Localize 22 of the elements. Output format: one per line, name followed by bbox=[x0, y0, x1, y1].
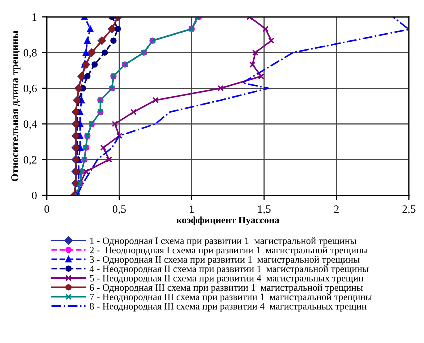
legend-label: 5 - Неоднородная II схема при развитии 4 магистральных трещин bbox=[90, 275, 364, 284]
x-tick-label: 0,5 bbox=[112, 206, 126, 215]
x-tick-label: 0 bbox=[44, 206, 50, 214]
y-tick-label: 0,6 bbox=[24, 84, 38, 94]
x-tick-label: 2,5 bbox=[402, 206, 416, 215]
legend-label: 8 - Неоднородная III схема при развитии 4 магистральных трещин bbox=[90, 303, 367, 312]
y-tick-label: 0,2 bbox=[24, 156, 37, 166]
x-axis-title: коэффициент Пуассона bbox=[176, 216, 280, 226]
y-tick-label: 1 bbox=[32, 14, 37, 22]
x-tick-label: 1,5 bbox=[258, 206, 271, 215]
x-tick-label: 2 bbox=[334, 206, 339, 213]
legend-label: 3 - Однородная II схема при развитии 1 магистральной трещины bbox=[90, 256, 360, 265]
x-tick-label: 1 bbox=[190, 206, 194, 213]
legend-label: 4 - Неоднородная II схема при развитии 1 магистральной трещины bbox=[90, 266, 369, 274]
y-tick-label: 0,8 bbox=[24, 49, 37, 58]
legend-label: 7 - Неоднородная III схема при развитии 1 магистральной трещины bbox=[90, 294, 372, 302]
y-tick-label: 0,4 bbox=[24, 120, 38, 130]
y-tick-label: 0 bbox=[32, 192, 37, 200]
legend-label: 6 - Однородная III схема при развитии 1 магистральной трещины bbox=[90, 284, 363, 294]
y-axis-title: Относительная длина трещины bbox=[12, 31, 21, 182]
legend-label: 1 - Однородная I схема при развитии 1 магистральной трещины bbox=[90, 238, 357, 246]
legend-label: 2 - Неоднородная I схема при развитии 1 магистральной трещины bbox=[90, 246, 368, 256]
